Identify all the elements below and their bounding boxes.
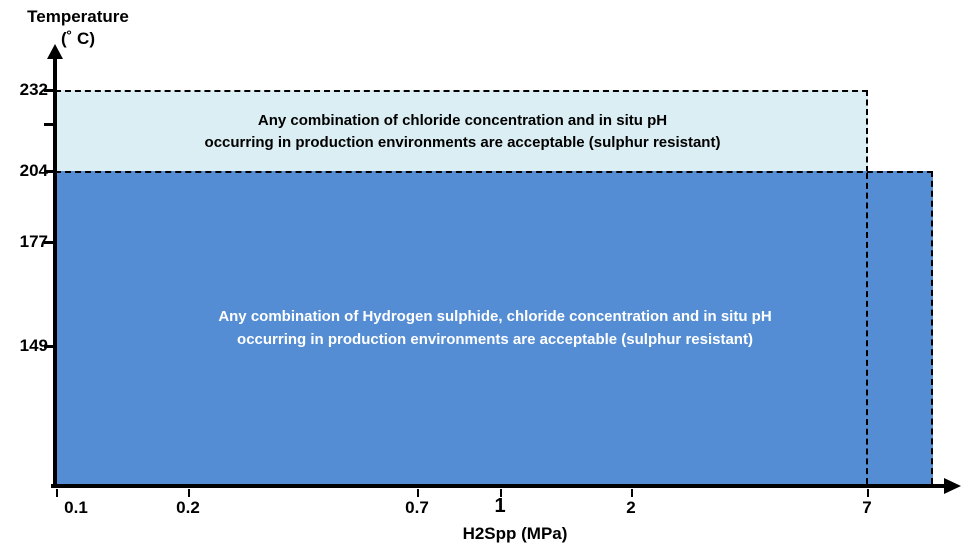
x-tick-label-2: 2 — [626, 498, 636, 517]
y-axis-arrowhead-icon — [47, 44, 63, 59]
y-axis-title: Temperature (˚ C) — [17, 6, 139, 50]
y-axis-title-line2: (˚ C) — [61, 29, 95, 48]
y-tick-232 — [44, 89, 56, 92]
y-tick-label-232: 232 — [19, 80, 48, 99]
x-tick-label-1: 1 — [494, 495, 506, 517]
y-axis-minor-tick — [44, 123, 56, 126]
lower-region-annotation: Any combination of Hydrogen sulphide, ch… — [60, 305, 930, 351]
y-tick-label-177: 177 — [19, 232, 48, 251]
lower-acceptance-region — [55, 171, 933, 484]
x-tick-label-7: 7 — [862, 498, 872, 517]
y-tick-label-149: 149 — [19, 336, 48, 355]
y-tick-label-204: 204 — [19, 161, 48, 180]
y-axis-title-line1: Temperature — [27, 7, 129, 26]
x-axis-line — [51, 484, 946, 488]
upper-region-annotation-line1: Any combination of chloride concentratio… — [257, 112, 668, 129]
x-tick-label-0.1: 0.1 — [64, 498, 88, 517]
x-tick-0.7 — [417, 489, 419, 497]
upper-region-annotation-line2: occurring in production environments are… — [204, 134, 721, 151]
y-axis-line — [53, 54, 57, 488]
x-tick-0.2 — [188, 489, 190, 497]
y-tick-149 — [44, 345, 56, 348]
upper-acceptance-region — [55, 90, 868, 172]
upper-region-annotation: Any combination of chloride concentratio… — [60, 110, 865, 154]
lower-region-annotation-line2: occurring in production environments are… — [237, 331, 753, 348]
h2s-7mpa-dashed-boundary-line — [866, 173, 868, 484]
x-tick-2 — [631, 489, 633, 497]
x-tick-0.1 — [56, 489, 58, 497]
x-tick-1 — [500, 489, 502, 497]
x-tick-label-0.7: 0.7 — [405, 498, 429, 517]
x-axis-title: H2Spp (MPa) — [462, 524, 568, 543]
x-tick-7 — [867, 489, 869, 497]
x-tick-label-0.2: 0.2 — [176, 498, 200, 517]
y-tick-177 — [44, 241, 56, 244]
y-tick-204 — [44, 170, 56, 173]
x-axis-arrowhead-icon — [944, 478, 961, 494]
lower-region-annotation-line1: Any combination of Hydrogen sulphide, ch… — [218, 308, 772, 325]
